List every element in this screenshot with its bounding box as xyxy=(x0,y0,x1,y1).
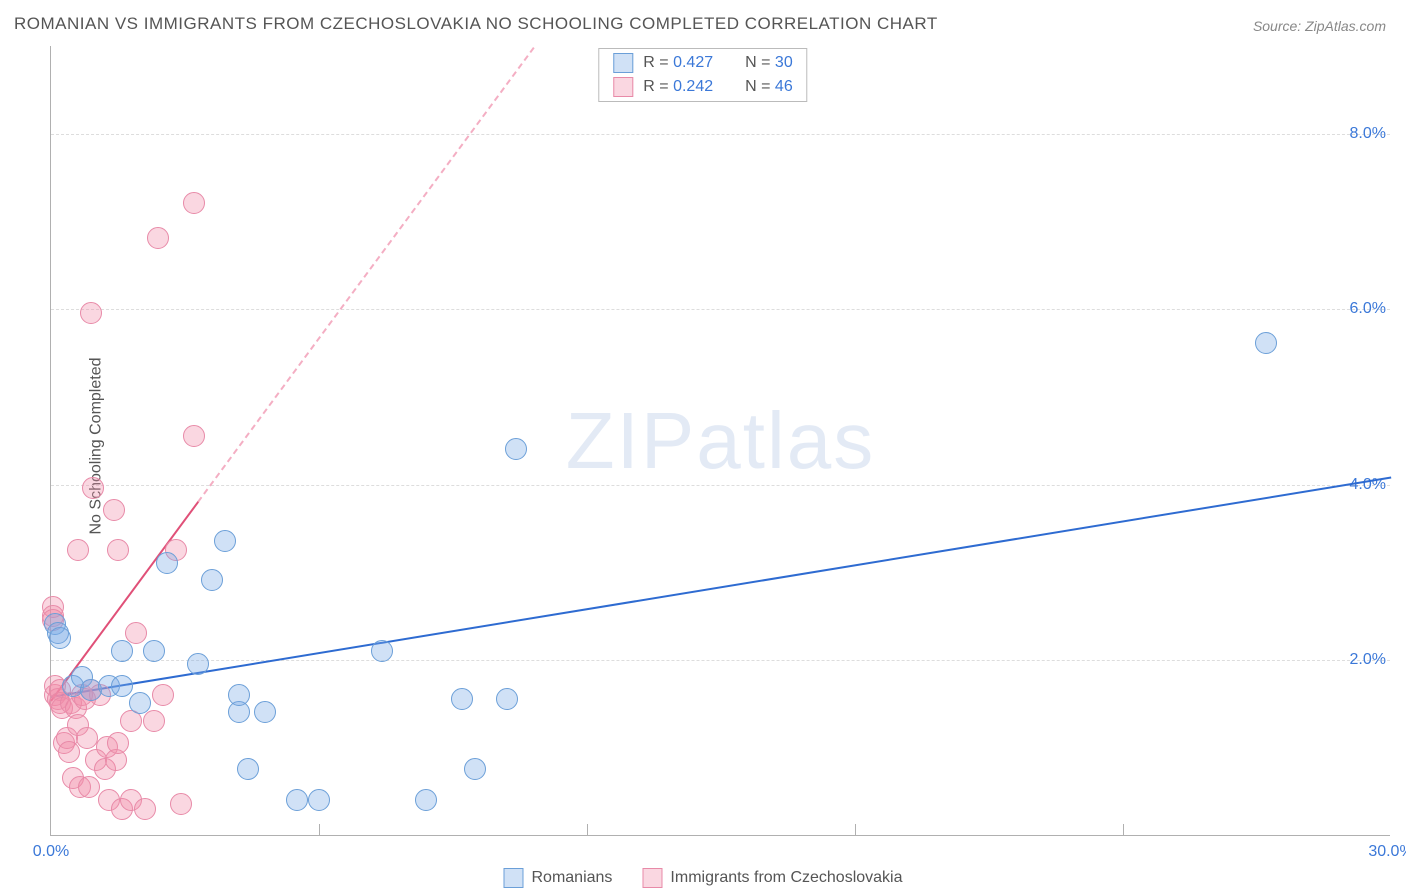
data-point xyxy=(107,539,129,561)
y-tick-label: 2.0% xyxy=(1350,651,1386,669)
trend-line xyxy=(51,476,1391,697)
gridline xyxy=(1123,824,1124,836)
data-point xyxy=(183,425,205,447)
data-point xyxy=(237,758,259,780)
y-tick-label: 6.0% xyxy=(1350,300,1386,318)
data-point xyxy=(67,539,89,561)
data-point xyxy=(111,675,133,697)
data-point xyxy=(76,727,98,749)
x-tick-label: 0.0% xyxy=(33,843,69,861)
gridline xyxy=(51,309,1390,310)
gridline xyxy=(51,485,1390,486)
gridline xyxy=(587,824,588,836)
data-point xyxy=(228,684,250,706)
data-point xyxy=(187,653,209,675)
source-label: Source: ZipAtlas.com xyxy=(1253,18,1386,34)
legend-swatch xyxy=(642,868,662,888)
data-point xyxy=(496,688,518,710)
data-point xyxy=(170,793,192,815)
gridline xyxy=(855,824,856,836)
legend-item: Romanians xyxy=(503,868,612,888)
data-point xyxy=(451,688,473,710)
stats-legend-row: R = 0.427 N = 30 xyxy=(599,51,806,75)
x-tick-label: 30.0% xyxy=(1368,843,1406,861)
series-legend: Romanians Immigrants from Czechoslovakia xyxy=(503,868,902,888)
legend-swatch xyxy=(613,77,633,97)
data-point xyxy=(134,798,156,820)
legend-swatch xyxy=(503,868,523,888)
data-point xyxy=(464,758,486,780)
data-point xyxy=(107,732,129,754)
data-point xyxy=(214,530,236,552)
data-point xyxy=(111,640,133,662)
gridline xyxy=(51,134,1390,135)
gridline xyxy=(51,660,1390,661)
data-point xyxy=(103,499,125,521)
data-point xyxy=(286,789,308,811)
data-point xyxy=(78,776,100,798)
data-point xyxy=(156,552,178,574)
data-point xyxy=(80,302,102,324)
data-point xyxy=(143,710,165,732)
data-point xyxy=(415,789,437,811)
data-point xyxy=(152,684,174,706)
trend-line xyxy=(198,46,536,502)
data-point xyxy=(505,438,527,460)
data-point xyxy=(82,477,104,499)
data-point xyxy=(201,569,223,591)
legend-label: Immigrants from Czechoslovakia xyxy=(670,869,902,887)
gridline xyxy=(319,824,320,836)
data-point xyxy=(183,192,205,214)
data-point xyxy=(147,227,169,249)
data-point xyxy=(1255,332,1277,354)
stats-legend-row: R = 0.242 N = 46 xyxy=(599,75,806,99)
legend-item: Immigrants from Czechoslovakia xyxy=(642,868,902,888)
scatter-plot: ZIPatlas 2.0%4.0%6.0%8.0%0.0%30.0% xyxy=(50,46,1390,836)
data-point xyxy=(143,640,165,662)
data-point xyxy=(371,640,393,662)
data-point xyxy=(254,701,276,723)
legend-swatch xyxy=(613,53,633,73)
legend-label: Romanians xyxy=(531,869,612,887)
watermark: ZIPatlas xyxy=(566,395,875,487)
chart-title: ROMANIAN VS IMMIGRANTS FROM CZECHOSLOVAK… xyxy=(14,14,938,34)
data-point xyxy=(129,692,151,714)
data-point xyxy=(308,789,330,811)
data-point xyxy=(49,627,71,649)
stats-legend: R = 0.427 N = 30 R = 0.242 N = 46 xyxy=(598,48,807,102)
y-tick-label: 8.0% xyxy=(1350,125,1386,143)
